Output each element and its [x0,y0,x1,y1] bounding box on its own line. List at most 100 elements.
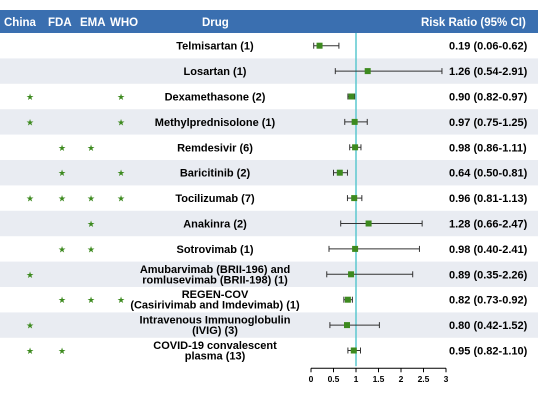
drug-label: Methylprednisolone (1) [155,117,276,129]
star-icon: ★ [117,93,125,103]
header-fda: FDA [48,17,72,29]
drug-label: romlusevimab (BRII-198) (1) [142,274,288,286]
drug-label: Losartan (1) [184,66,247,78]
table-row: ★ ★ Sotrovimab (1) 0.98 (0.40-2.41) [58,244,528,256]
point-estimate [364,68,371,75]
table-row: ★ ★ ★ ★ Tocilizumab (7) 0.96 (0.81-1.13) [26,193,528,205]
star-icon: ★ [58,296,66,306]
drug-label: (IVIG) (3) [192,325,238,337]
point-estimate [352,144,359,151]
drug-label: COVID-19 convalescent [153,340,277,352]
risk-ratio-value: 1.26 (0.54-2.91) [449,66,528,78]
table-row: Losartan (1) 1.26 (0.54-2.91) [184,66,528,78]
drug-label: Intravenous Immunoglobulin [140,315,291,327]
drug-label: REGEN-COV [182,289,249,301]
header-china: China [4,17,37,29]
star-icon: ★ [87,296,95,306]
point-estimate [316,42,323,49]
table-row: ★ ★ Remdesivir (6) 0.98 (0.86-1.11) [58,142,527,154]
table-row: Telmisartan (1) 0.19 (0.06-0.62) [176,41,527,53]
x-tick-label: 1 [354,374,359,384]
drug-label: Tocilizumab (7) [175,193,255,205]
drug-label: Dexamethasone (2) [165,92,266,104]
row-background [0,58,538,84]
risk-ratio-value: 0.89 (0.35-2.26) [449,269,528,281]
row-background [0,160,538,186]
star-icon: ★ [26,271,34,281]
risk-ratio-value: 0.97 (0.75-1.25) [449,117,528,129]
star-icon: ★ [26,93,34,103]
data-rows: Telmisartan (1) 0.19 (0.06-0.62) Losartan … [26,41,528,363]
header-risk-ratio: Risk Ratio (95% CI) [421,17,526,29]
table-row: ★ ★ ★ REGEN-COV(Casirivimab and Imdevimab) … [58,289,528,312]
table-row: ★ ★ Baricitinib (2) 0.64 (0.50-0.81) [58,168,528,180]
drug-label: plasma (13) [185,351,246,363]
header-ema: EMA [80,17,106,29]
star-icon: ★ [117,118,125,128]
drug-label: Baricitinib (2) [180,168,251,180]
star-icon: ★ [26,322,34,332]
risk-ratio-value: 0.98 (0.40-2.41) [449,244,528,256]
x-tick-label: 0 [309,374,314,384]
star-icon: ★ [26,195,34,205]
risk-ratio-value: 0.96 (0.81-1.13) [449,193,528,205]
star-icon: ★ [87,195,95,205]
risk-ratio-value: 0.19 (0.06-0.62) [449,41,528,53]
row-background [0,261,538,287]
star-icon: ★ [26,118,34,128]
risk-ratio-value: 0.90 (0.82-0.97) [449,92,528,104]
star-icon: ★ [58,245,66,255]
x-tick-label: 2.5 [418,374,430,384]
header-who: WHO [110,17,138,29]
star-icon: ★ [87,220,95,230]
drug-label: Anakinra (2) [183,219,247,231]
star-icon: ★ [58,169,66,179]
point-estimate [351,118,358,125]
table-row: ★ ★ Dexamethasone (2) 0.90 (0.82-0.97) [26,92,528,104]
table-row: ★ ★ Methylprednisolone (1) 0.97 (0.75-1.25) [26,117,528,129]
drug-label: Remdesivir (6) [177,142,253,154]
point-estimate [352,245,359,252]
point-estimate [348,93,355,100]
star-icon: ★ [117,169,125,179]
star-icon: ★ [117,195,125,205]
point-estimate [344,322,350,329]
row-backgrounds [0,58,538,338]
drug-label: Amubarvimab (BRII-196) and [140,264,290,276]
x-tick-label: 3 [444,374,449,384]
point-estimate [351,195,358,202]
point-estimate [344,296,351,303]
drug-label: (Casirivimab and Imdevimab) (1) [130,300,300,312]
risk-ratio-value: 0.64 (0.50-0.81) [449,168,528,180]
star-icon: ★ [58,144,66,154]
row-background [0,312,538,338]
star-icon: ★ [58,347,66,357]
risk-ratio-value: 0.82 (0.73-0.92) [449,295,528,307]
point-estimate [350,347,357,354]
point-estimate [365,220,372,227]
star-icon: ★ [26,347,34,357]
drug-label: Telmisartan (1) [176,41,254,53]
star-icon: ★ [87,245,95,255]
x-axis: 0 0.5 1 1.5 2 2.5 3 [309,367,449,384]
table-row: ★ Amubarvimab (BRII-196) andromlusevimab … [26,264,528,287]
star-icon: ★ [87,144,95,154]
x-tick-label: 0.5 [328,374,340,384]
x-tick-label: 1.5 [373,374,385,384]
row-background [0,109,538,135]
risk-ratio-value: 0.95 (0.82-1.10) [449,346,528,358]
table-header: China FDA EMA WHO Drug Risk Ratio (95% C… [0,10,538,33]
table-row: ★ Anakinra (2) 1.28 (0.66-2.47) [87,219,528,231]
row-background [0,210,538,237]
table-row: ★ Intravenous Immunoglobulin(IVIG) (3) 0.8… [26,315,528,338]
drug-label: Sotrovimab (1) [176,244,253,256]
star-icon: ★ [58,195,66,205]
star-icon: ★ [117,296,125,306]
x-tick-label: 2 [399,374,404,384]
header-drug: Drug [202,17,229,29]
risk-ratio-value: 1.28 (0.66-2.47) [449,219,528,231]
risk-ratio-value: 0.98 (0.86-1.11) [449,142,527,154]
risk-ratio-value: 0.80 (0.42-1.52) [449,320,528,332]
